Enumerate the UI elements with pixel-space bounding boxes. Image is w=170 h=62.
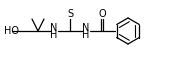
Text: O: O — [98, 9, 106, 19]
Text: H: H — [50, 30, 58, 40]
Text: HO: HO — [4, 26, 19, 36]
Text: N: N — [50, 23, 58, 33]
Text: S: S — [67, 9, 73, 19]
Text: N: N — [82, 23, 90, 33]
Text: H: H — [82, 30, 90, 40]
